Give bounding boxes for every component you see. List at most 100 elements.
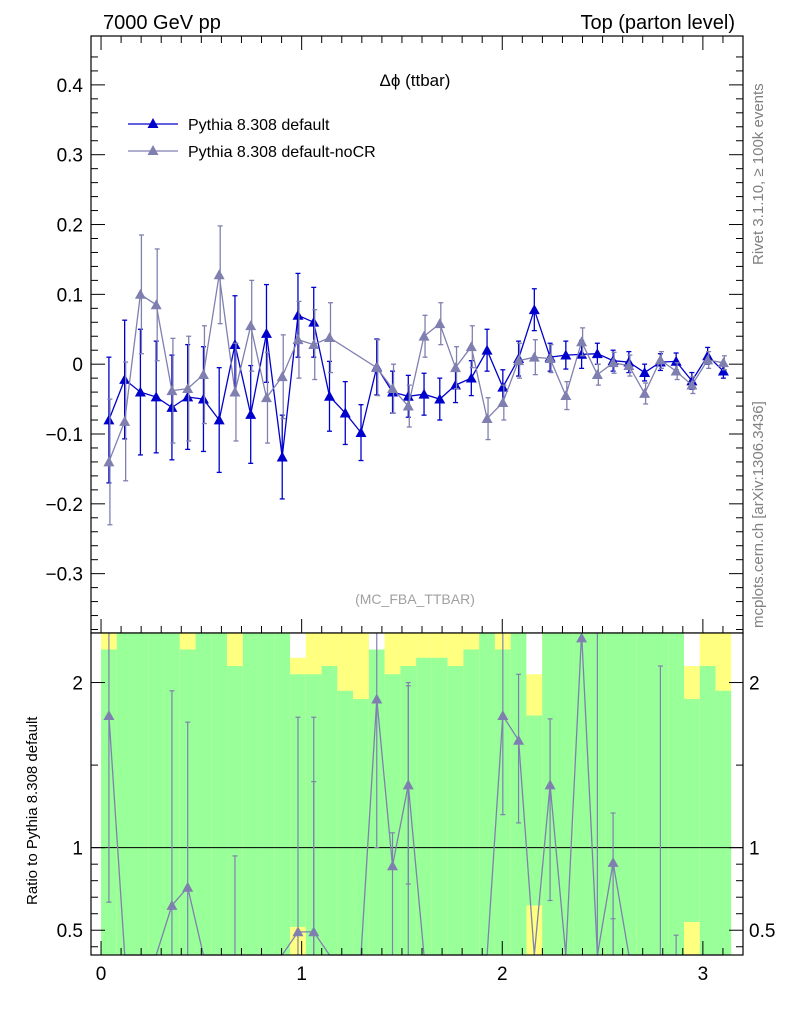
data-point — [481, 344, 493, 355]
data-point — [450, 379, 462, 390]
x-tick-label: 2 — [497, 964, 508, 985]
ratio-band-inner — [715, 690, 732, 955]
data-point — [229, 386, 241, 397]
main-y-axis: −0.3 −0.2 −0.1 0 0.1 0.2 0.3 0.4 — [45, 36, 743, 633]
ratio-data-point — [387, 860, 399, 871]
data-point — [292, 334, 304, 345]
main-y-tick-label: 0.2 — [57, 216, 83, 237]
main-y-tick-label: −0.2 — [45, 495, 83, 516]
ratio-band-inner — [431, 657, 448, 955]
ratio-data-point — [513, 734, 525, 745]
main-plot-panel: Δϕ (ttbar) (MC_FBA_TTBAR) −0.3 −0.2 −0.1 0 0… — [45, 35, 744, 634]
ratio-data-point — [402, 779, 414, 790]
data-point — [434, 393, 446, 404]
ratio-data-point — [371, 693, 383, 704]
data-point — [418, 330, 430, 341]
data-point — [639, 367, 651, 377]
ratio-band-inner — [699, 666, 716, 955]
main-y-tick-label: 0 — [72, 355, 83, 376]
ratio-band-inner — [227, 666, 243, 955]
data-point — [418, 388, 430, 399]
rivet-version-label: Rivet 3.1.10, ≥ 100k events — [750, 83, 767, 265]
legend-entry-nocr: Pythia 8.308 default-noCR — [128, 144, 376, 161]
ratio-y-tick-label-right: 2 — [749, 674, 760, 695]
main-y-tick-label: 0.1 — [57, 285, 83, 306]
data-point — [213, 414, 225, 425]
ratio-band-inner — [242, 633, 259, 955]
ratio-band-inner — [573, 633, 590, 955]
data-point — [260, 392, 272, 403]
ratio-band-inner — [321, 666, 338, 955]
data-point — [576, 336, 588, 347]
series-nocr — [103, 225, 729, 526]
legend: Pythia 8.308 default Pythia 8.308 defaul… — [128, 117, 376, 161]
data-point — [387, 383, 399, 394]
data-point — [402, 400, 414, 411]
data-point — [591, 369, 603, 380]
ratio-band-inner — [636, 633, 653, 955]
main-y-tick-label: −0.1 — [45, 425, 83, 446]
ratio-band-inner — [447, 666, 464, 955]
data-point — [245, 320, 257, 331]
data-point — [119, 415, 131, 426]
data-point — [371, 362, 383, 373]
data-point — [434, 318, 446, 329]
data-point — [528, 351, 540, 362]
x-tick-label: 3 — [698, 964, 709, 985]
ratio-data-point — [103, 710, 115, 720]
ratio-y-tick-label: 2 — [72, 674, 83, 695]
ratio-band-inner — [416, 657, 432, 955]
ratio-right-margin — [731, 633, 743, 955]
ratio-band-inner — [195, 633, 212, 955]
data-point — [103, 456, 115, 467]
analysis-label: (MC_FBA_TTBAR) — [355, 591, 475, 607]
main-y-tick-label: 0.4 — [57, 76, 84, 97]
ratio-band-empty — [290, 633, 306, 658]
data-point — [276, 371, 288, 382]
ratio-band-inner — [668, 633, 685, 955]
data-point — [702, 354, 714, 365]
ratio-data-point — [166, 899, 178, 910]
main-y-tick-label: 0.3 — [57, 146, 83, 167]
data-point — [197, 369, 209, 380]
data-point — [686, 379, 698, 390]
data-point — [513, 355, 525, 366]
data-point — [560, 390, 572, 400]
process-label: Top (parton level) — [580, 12, 735, 34]
ratio-y-tick-label: 1 — [72, 839, 83, 860]
data-point — [197, 393, 209, 404]
series-default — [103, 272, 729, 500]
legend-label-default: Pythia 8.308 default — [188, 117, 330, 134]
data-point — [260, 327, 272, 338]
ratio-band-inner — [605, 633, 621, 955]
ratio-band-inner — [353, 699, 369, 955]
ratio-left-margin — [91, 633, 102, 955]
ratio-y-axis-label: Ratio to Pythia 8.308 default — [24, 716, 41, 905]
data-point — [465, 341, 477, 352]
ratio-plot-frame — [90, 632, 744, 956]
ratio-data-point — [292, 926, 304, 937]
main-y-tick-label: −0.3 — [45, 565, 83, 586]
data-point — [308, 339, 320, 350]
data-point — [323, 332, 335, 343]
ratio-data-point-offscale — [576, 632, 588, 643]
data-point — [497, 381, 509, 392]
data-point — [182, 383, 194, 394]
data-point — [292, 309, 304, 320]
data-point — [229, 339, 241, 350]
data-point — [166, 385, 178, 396]
legend-entry-default: Pythia 8.308 default — [128, 117, 330, 134]
beam-energy-label: 7000 GeV pp — [103, 12, 221, 34]
data-point — [323, 390, 335, 401]
data-point — [544, 353, 556, 363]
data-point — [481, 413, 493, 424]
main-series-layer — [103, 225, 729, 526]
data-point — [623, 360, 635, 370]
ratio-band-inner — [620, 633, 637, 955]
data-point — [717, 365, 729, 376]
ratio-band-inner — [479, 633, 495, 955]
ratio-data-point — [308, 926, 320, 937]
data-point — [528, 304, 540, 315]
ratio-data-point — [497, 710, 509, 720]
ratio-y-tick-label-right: 0.5 — [749, 921, 775, 942]
